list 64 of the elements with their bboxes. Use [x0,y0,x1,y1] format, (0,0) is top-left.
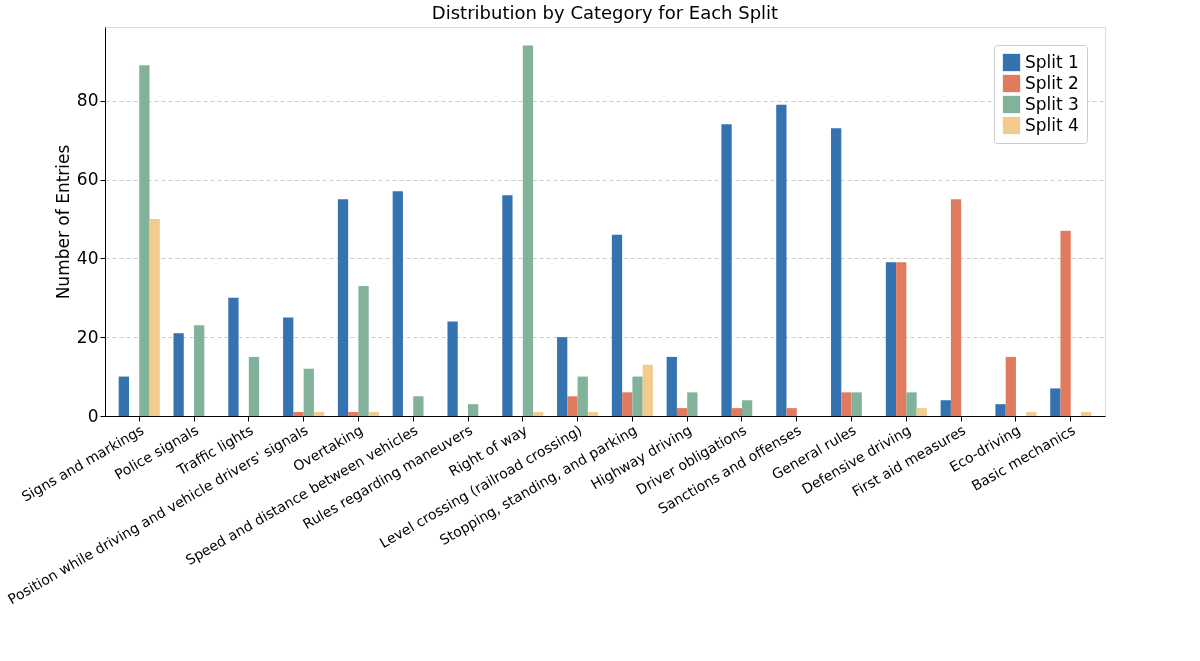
bar [666,356,677,416]
bar [502,195,513,416]
bar [413,396,424,416]
bar [851,392,862,416]
bar [293,412,304,416]
bar [468,404,479,416]
bar [447,321,458,416]
y-tick-label: 0 [87,405,99,426]
legend-label: Split 1 [1025,51,1079,72]
bar [687,392,698,416]
bar [731,408,742,416]
bar [313,412,325,416]
y-tick-label: 60 [76,169,99,190]
bar [632,376,643,416]
bar [337,199,349,416]
bar [906,392,917,416]
bar [1026,412,1037,416]
bar [1050,388,1061,416]
bar [139,65,150,416]
bar [149,218,160,416]
bar [194,325,205,416]
bar [368,412,379,416]
bar [567,396,578,416]
legend-label: Split 3 [1025,93,1079,114]
bar [283,317,294,416]
bar [642,364,653,416]
bar [786,408,797,416]
bar [533,412,544,416]
y-axis-title: Number of Entries [52,144,73,300]
bar [303,368,314,416]
bar [358,285,369,416]
bar [248,356,260,416]
bar [916,408,927,416]
legend-label: Split 4 [1025,114,1079,135]
bar [721,124,732,416]
bar [587,412,599,416]
bar [940,400,951,416]
bar [622,392,633,416]
bar [676,408,688,416]
bar [995,404,1006,416]
bar [392,191,403,416]
bar [557,337,568,416]
bar [1060,230,1071,416]
y-tick-label: 40 [76,247,99,268]
bar [776,104,787,416]
legend-label: Split 2 [1025,72,1079,93]
bar [118,376,129,416]
y-tick-label: 80 [76,90,99,111]
bar [577,376,588,416]
bar [1081,412,1092,416]
bar [1005,356,1016,416]
bar [841,392,852,416]
bar [741,400,753,416]
bar [831,128,842,416]
bar [950,199,962,416]
bar [173,333,184,416]
chart-title: Distribution by Category for Each Split [431,2,779,23]
y-tick-label: 20 [76,326,99,347]
bar [896,262,907,416]
bar [228,297,239,416]
bar [611,234,623,416]
bar [348,412,359,416]
bar [522,45,534,416]
bar [885,262,897,416]
